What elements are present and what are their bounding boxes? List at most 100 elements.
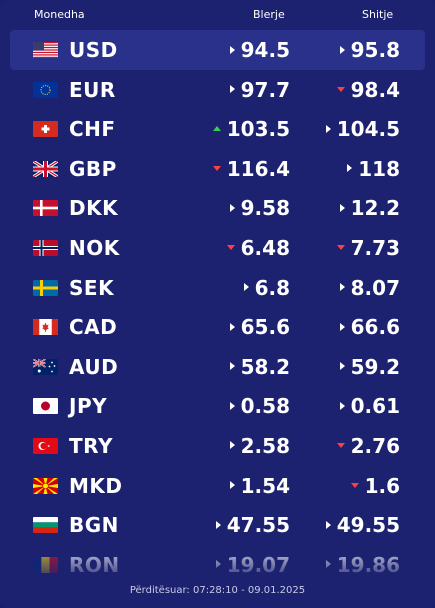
buy-value: 1.54: [240, 473, 290, 498]
sell-value: 98.4: [350, 77, 400, 102]
trend-neutral-icon: [347, 164, 353, 173]
trend-neutral-icon: [339, 322, 345, 331]
rate-row-usd[interactable]: USD 94.5 95.8: [10, 30, 425, 70]
eu-flag-icon: [33, 81, 58, 98]
bg-flag-icon: [33, 517, 58, 534]
us-flag-icon: [33, 42, 58, 58]
sell-rate: 2.76: [336, 434, 400, 458]
currency-code: NOK: [69, 235, 120, 260]
buy-value: 94.5: [240, 38, 290, 62]
sell-rate: 98.4: [336, 77, 400, 102]
buy-rate: 116.4: [212, 156, 290, 181]
buy-value: 116.4: [226, 156, 290, 181]
trend-neutral-icon: [229, 85, 235, 94]
bottom-fade: [0, 538, 435, 608]
gb-flag-icon: [33, 160, 58, 177]
trend-up-icon: [212, 126, 221, 132]
ca-flag-icon: [33, 319, 58, 336]
sell-value: 95.8: [350, 38, 400, 62]
no-flag-icon: [33, 239, 58, 256]
buy-value: 2.58: [240, 433, 290, 458]
sell-rate: 95.8: [339, 38, 400, 62]
rate-row-mkd[interactable]: MKD 1.54 1.6: [0, 466, 435, 506]
rate-list: USD 94.5 95.8 EUR 97.7 98.4 CHF 103.5 104.5 GBP 11…: [0, 30, 435, 584]
trend-neutral-icon: [339, 45, 345, 54]
trend-neutral-icon: [229, 441, 235, 450]
currency-code: GBP: [69, 156, 117, 181]
sell-value: 0.61: [350, 394, 400, 419]
sell-value: 8.07: [350, 275, 400, 300]
buy-rate: 47.55: [215, 513, 290, 537]
buy-rate: 97.7: [229, 77, 290, 102]
tr-flag-icon: [33, 437, 58, 454]
currency-code: DKK: [69, 196, 119, 221]
sell-rate: 49.55: [325, 513, 400, 537]
rate-row-chf[interactable]: CHF 103.5 104.5: [0, 109, 435, 149]
buy-value: 103.5: [226, 117, 290, 142]
trend-neutral-icon: [339, 203, 345, 212]
currency-code: JPY: [69, 394, 108, 419]
trend-down-icon: [212, 165, 221, 171]
trend-down-icon: [336, 86, 345, 92]
trend-neutral-icon: [339, 283, 345, 292]
trend-down-icon: [226, 244, 235, 250]
sell-value: 12.2: [350, 196, 400, 221]
trend-neutral-icon: [243, 283, 249, 292]
ch-flag-icon: [33, 121, 58, 138]
rate-row-dkk[interactable]: DKK 9.58 12.2: [0, 188, 435, 228]
rate-row-eur[interactable]: EUR 97.7 98.4: [0, 70, 435, 110]
header-sell: Shitje: [362, 8, 394, 21]
sell-rate: 8.07: [339, 275, 400, 300]
trend-neutral-icon: [215, 520, 221, 529]
rate-row-gbp[interactable]: GBP 116.4 118: [0, 149, 435, 189]
trend-neutral-icon: [229, 362, 235, 371]
rate-row-bgn[interactable]: BGN 47.55 49.55: [0, 505, 435, 545]
rate-row-nok[interactable]: NOK 6.48 7.73: [0, 228, 435, 268]
trend-down-icon: [336, 442, 345, 448]
trend-neutral-icon: [325, 520, 331, 529]
sell-rate: 59.2: [339, 355, 400, 379]
dk-flag-icon: [33, 200, 58, 217]
buy-value: 97.7: [240, 77, 290, 102]
sell-value: 118: [358, 156, 400, 181]
header-buy: Blerje: [253, 8, 285, 21]
rate-row-try[interactable]: TRY 2.58 2.76: [0, 426, 435, 466]
sell-value: 1.6: [364, 473, 400, 498]
trend-neutral-icon: [229, 481, 235, 490]
currency-code: CAD: [69, 315, 118, 340]
buy-rate: 2.58: [229, 433, 290, 458]
table-header: Monedha Blerje Shitje: [0, 0, 435, 30]
buy-rate: 0.58: [229, 394, 290, 418]
sell-rate: 118: [347, 157, 400, 181]
currency-code: SEK: [69, 275, 115, 300]
sell-value: 7.73: [350, 235, 400, 260]
currency-code: BGN: [69, 513, 119, 538]
trend-down-icon: [336, 244, 345, 250]
sell-value: 66.6: [350, 315, 400, 340]
buy-rate: 6.8: [243, 275, 290, 300]
buy-value: 6.8: [254, 275, 290, 300]
currency-code: CHF: [69, 117, 116, 142]
currency-code: USD: [69, 38, 118, 62]
trend-neutral-icon: [339, 401, 345, 410]
se-flag-icon: [33, 279, 58, 296]
rate-row-sek[interactable]: SEK 6.8 8.07: [0, 268, 435, 308]
sell-value: 104.5: [336, 117, 400, 142]
jp-flag-icon: [33, 398, 58, 415]
trend-neutral-icon: [229, 322, 235, 331]
mk-flag-icon: [33, 477, 58, 494]
rate-row-jpy[interactable]: JPY 0.58 0.61: [0, 386, 435, 426]
buy-value: 9.58: [240, 196, 290, 221]
buy-rate: 6.48: [226, 236, 290, 260]
sell-rate: 0.61: [339, 394, 400, 419]
currency-code: MKD: [69, 473, 123, 498]
sell-rate: 104.5: [325, 117, 400, 142]
sell-rate: 7.73: [336, 235, 400, 260]
rate-row-aud[interactable]: AUD 58.2 59.2: [0, 347, 435, 387]
sell-rate: 1.6: [350, 473, 400, 498]
trend-neutral-icon: [339, 362, 345, 371]
buy-rate: 1.54: [229, 473, 290, 498]
rate-row-cad[interactable]: CAD 65.6 66.6: [0, 307, 435, 347]
buy-rate: 9.58: [229, 196, 290, 221]
